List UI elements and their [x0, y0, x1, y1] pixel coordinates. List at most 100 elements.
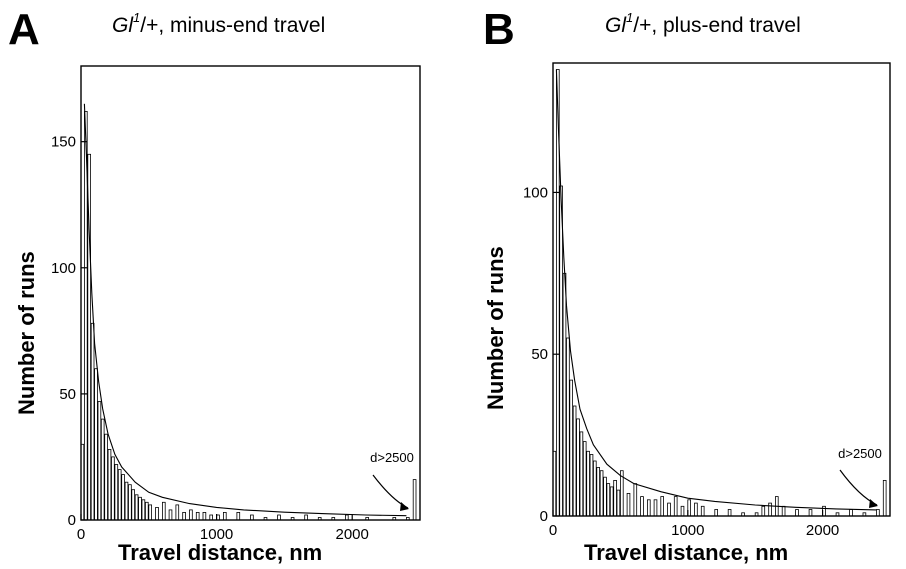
- histogram-bar: [117, 469, 122, 521]
- histogram-bar: [653, 499, 658, 517]
- histogram-bar: [572, 405, 577, 517]
- panel-letter: B: [483, 5, 515, 54]
- histogram-bar: [121, 474, 125, 521]
- histogram-bar: [640, 496, 644, 517]
- histogram-bar: [768, 502, 772, 517]
- histogram-bar: [680, 505, 685, 517]
- histogram-bar: [236, 512, 241, 521]
- histogram-bar: [148, 504, 153, 521]
- histogram-bar: [609, 486, 614, 517]
- histogram-bar: [582, 441, 587, 517]
- histogram-bar: [131, 489, 136, 521]
- histogram-bar: [134, 494, 139, 521]
- histogram-plot: 0 1000 2000 0 50 100 d>2500: [523, 62, 891, 539]
- histogram-bar: [576, 418, 580, 517]
- title-superscript: 1: [133, 10, 141, 25]
- y-tick-label: 0: [540, 508, 548, 525]
- plot-frame: [552, 62, 891, 517]
- histogram-bar: [795, 509, 799, 517]
- histogram-bar: [195, 512, 200, 521]
- histogram-bar: [626, 492, 631, 517]
- overflow-annotation: d>2500: [838, 446, 882, 461]
- fit-curve: [555, 69, 877, 511]
- histogram-bar: [144, 501, 149, 521]
- histogram-bar: [781, 505, 786, 517]
- title-superscript: 1: [626, 10, 634, 25]
- histogram-bar: [761, 505, 766, 517]
- histogram-bar: [250, 514, 254, 521]
- panel-title: Gl1/+, minus-end travel: [112, 11, 326, 38]
- y-tick-label: 150: [51, 134, 76, 151]
- histogram-bar: [616, 489, 621, 517]
- histogram-bar: [849, 509, 853, 517]
- histogram-bar: [182, 512, 186, 521]
- histogram-bar: [138, 496, 142, 521]
- histogram-bar: [667, 502, 671, 517]
- histogram-bar: [700, 505, 705, 517]
- histogram-bar: [586, 450, 590, 517]
- histogram-bar: [277, 514, 281, 521]
- histogram-bar: [566, 337, 570, 517]
- fit-curve: [83, 103, 407, 517]
- histogram-bar: [633, 483, 638, 517]
- panel-title: Gl1/+, plus-end travel: [605, 11, 801, 38]
- histogram-bar: [124, 481, 129, 521]
- histogram-bar: [559, 185, 563, 517]
- overflow-annotation: d>2500: [370, 450, 414, 465]
- histogram-bar: [100, 418, 105, 521]
- x-axis-label: Travel distance, nm: [118, 540, 323, 565]
- x-tick-label: 1000: [671, 522, 704, 539]
- histogram-bar: [876, 509, 880, 517]
- histogram-bar: [592, 460, 597, 517]
- histogram-bar: [673, 496, 678, 517]
- histogram-bar: [589, 454, 594, 517]
- histogram-bar: [168, 509, 173, 521]
- annotation-arrow: [839, 469, 878, 506]
- histogram-bar: [97, 401, 102, 521]
- histogram-bar: [161, 501, 166, 521]
- histogram-bar: [104, 433, 108, 521]
- arrow-head-icon: [869, 499, 878, 508]
- title-genotype: Gl: [605, 14, 626, 37]
- x-tick-label: 1000: [200, 526, 233, 543]
- panel-b: B Gl1/+, plus-end travel Number of runs …: [453, 0, 906, 569]
- histogram-bar: [94, 368, 98, 521]
- y-tick-label: 100: [51, 260, 76, 277]
- histogram-bar: [202, 512, 207, 521]
- histogram-bar: [727, 509, 732, 517]
- histogram-bar: [613, 479, 617, 517]
- histogram-bar: [412, 479, 417, 521]
- title-rest: /+, plus-end travel: [633, 14, 801, 37]
- title-rest: /+, minus-end travel: [140, 14, 326, 37]
- arrow-head-icon: [400, 502, 409, 511]
- histogram-bar: [882, 479, 887, 517]
- histogram-bar: [209, 514, 214, 521]
- x-tick-label: 2000: [806, 522, 839, 539]
- histogram-bar: [128, 484, 132, 521]
- histogram-bar: [114, 464, 119, 521]
- panel-letter: A: [8, 5, 40, 54]
- histogram-bar: [808, 509, 813, 517]
- plot-frame: [80, 65, 421, 521]
- histogram-bar: [562, 272, 567, 517]
- x-tick-label: 2000: [336, 526, 369, 543]
- histogram-bar: [599, 470, 604, 517]
- histogram-bar: [222, 512, 227, 521]
- histogram-bar: [90, 322, 95, 521]
- histogram-bar: [603, 476, 607, 517]
- histogram-bar: [111, 456, 115, 521]
- histogram-bar: [579, 431, 584, 517]
- histogram-bar: [344, 514, 349, 521]
- histogram-bar: [714, 509, 718, 517]
- histogram-bar: [606, 483, 611, 517]
- histogram-bar: [141, 499, 146, 521]
- annotation-arrow: [372, 474, 409, 509]
- histogram-bar: [596, 467, 601, 517]
- histogram-bar: [660, 496, 665, 517]
- y-tick-label: 50: [531, 346, 548, 363]
- y-tick-label: 50: [59, 386, 76, 403]
- histogram-bar: [646, 499, 651, 517]
- x-axis-label: Travel distance, nm: [584, 540, 789, 565]
- histogram-plot: 0 1000 2000 0 50 100 150 d>2500: [51, 65, 421, 543]
- histogram-bar: [694, 502, 698, 517]
